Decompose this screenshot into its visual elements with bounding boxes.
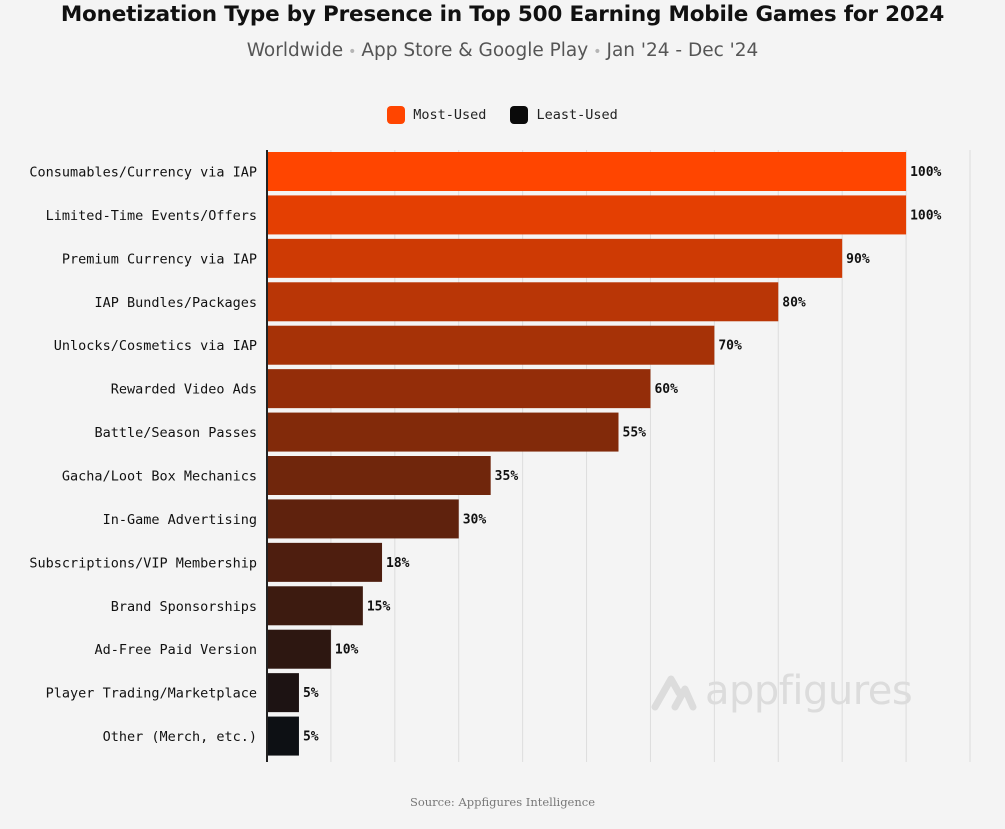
category-label: Rewarded Video Ads [111,382,257,398]
value-label: 5% [303,730,319,745]
value-label: 70% [718,339,742,354]
category-label: Battle/Season Passes [94,425,257,441]
category-label: Gacha/Loot Box Mechanics [62,469,257,485]
legend-label-least-used: Least-Used [536,107,618,123]
subtitle-region: Worldwide [246,40,344,61]
legend-item-least-used: Least-Used [510,106,618,124]
value-label: 35% [495,469,519,484]
category-label: Brand Sponsorships [111,599,257,615]
value-label: 5% [303,686,319,701]
chart-title: Monetization Type by Presence in Top 500… [60,2,945,27]
value-label: 90% [846,252,870,267]
bar [267,586,363,626]
chart-subtitle: Worldwide • App Store & Google Play • Jan '2… [0,40,1005,61]
category-label: Unlocks/Cosmetics via IAP [54,338,257,354]
subtitle-stores: App Store & Google Play [361,40,589,61]
value-label: 30% [463,512,487,527]
category-label: Player Trading/Marketplace [46,686,257,702]
bar [267,499,459,539]
bar [267,282,779,322]
value-label: 15% [367,599,391,614]
category-label: Subscriptions/VIP Membership [29,555,257,571]
bar [267,412,619,452]
value-label: 80% [782,295,806,310]
watermark: appfigures [651,668,913,714]
category-label: Other (Merch, etc.) [103,729,257,745]
subtitle-separator: • [348,44,357,60]
bar [267,325,715,365]
value-label: 60% [654,382,678,397]
value-label: 100% [910,165,941,180]
bar [267,629,331,669]
bar [267,369,651,409]
bar [267,195,907,235]
bar [267,238,843,278]
subtitle-separator: • [593,44,602,60]
legend-label-most-used: Most-Used [413,107,487,123]
category-label: Limited-Time Events/Offers [46,208,257,224]
bar [267,456,491,495]
legend-swatch-least-used [510,106,529,124]
bar [267,152,907,191]
category-label: IAP Bundles/Packages [94,295,257,311]
bar [267,673,299,713]
chart-legend: Most-Used Least-Used [0,106,1005,124]
watermark-text: appfigures [705,668,913,714]
bar [267,542,383,582]
subtitle-period: Jan '24 - Dec '24 [606,40,759,61]
category-label: Ad-Free Paid Version [94,642,257,658]
appfigures-logo-icon [651,675,697,711]
legend-item-most-used: Most-Used [387,106,486,124]
legend-swatch-most-used [387,106,406,124]
value-label: 100% [910,208,941,223]
category-label: Consumables/Currency via IAP [29,165,257,181]
value-label: 18% [386,556,410,571]
category-label: Premium Currency via IAP [62,251,257,267]
value-label: 55% [623,426,647,441]
category-label: In-Game Advertising [103,512,257,528]
value-label: 10% [335,643,359,658]
bar [267,716,299,756]
source-note: Source: Appfigures Intelligence [409,795,596,809]
